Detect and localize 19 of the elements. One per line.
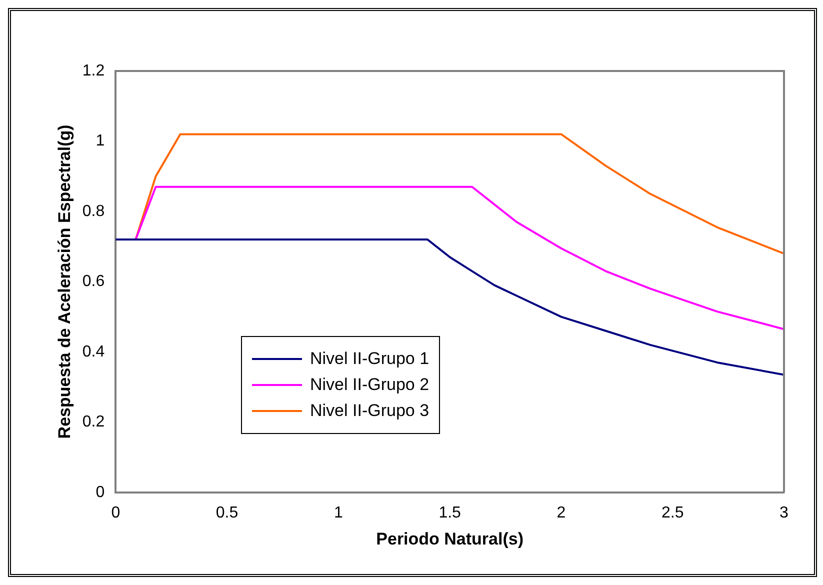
y-tick-label: 0 (96, 484, 105, 501)
y-tick-label: 0.2 (82, 414, 105, 431)
y-tick-label: 0.6 (82, 273, 105, 290)
legend-label: Nivel II-Grupo 3 (310, 401, 430, 421)
x-tick-label: 1.5 (438, 504, 462, 522)
x-tick-label: 3 (780, 504, 789, 522)
legend-label: Nivel II-Grupo 1 (310, 349, 430, 369)
y-axis-title: Respuesta de Aceleración Espectral(g) (54, 124, 74, 439)
x-axis-title: Periodo Natural(s) (376, 529, 524, 548)
x-tick-label: 0 (111, 504, 120, 522)
y-tick-label: 0.8 (82, 202, 105, 220)
y-tick-label: 1 (96, 132, 105, 150)
legend-label: Nivel II-Grupo 2 (310, 375, 430, 395)
x-tick-label: 2 (556, 504, 566, 522)
y-tick-label: 0.4 (82, 343, 105, 360)
x-tick-label: 0.5 (216, 504, 238, 522)
x-tick-label: 2.5 (661, 504, 684, 522)
x-tick-label: 1 (334, 504, 343, 522)
y-tick-label: 1.2 (82, 62, 105, 80)
